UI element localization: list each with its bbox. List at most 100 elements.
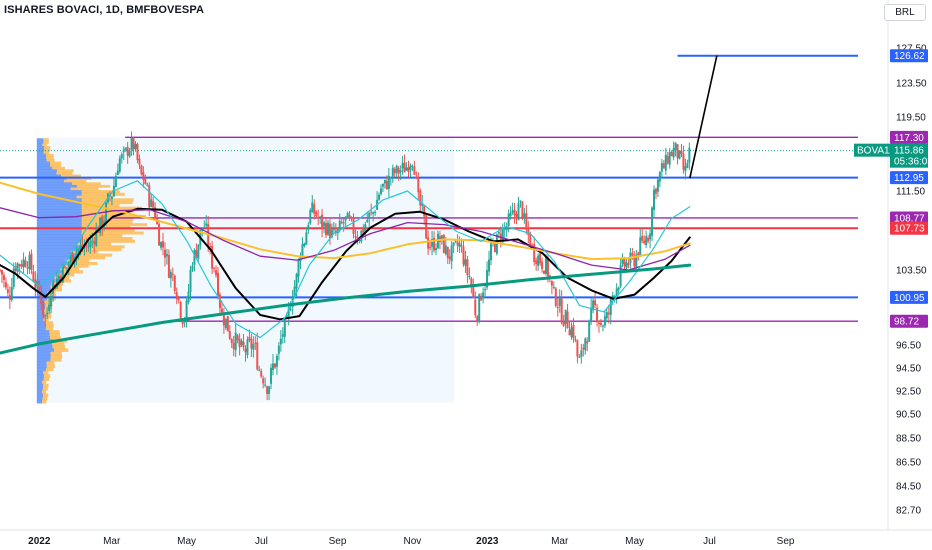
vp-bar-orange xyxy=(49,333,60,337)
candle-body xyxy=(150,199,153,207)
vp-bar-blue xyxy=(36,245,82,249)
candle-body xyxy=(81,243,84,249)
candle-body xyxy=(305,232,308,245)
candle-body xyxy=(568,329,571,336)
candle-body xyxy=(144,178,147,184)
vp-bar-blue xyxy=(36,351,51,356)
candle-body xyxy=(584,338,587,351)
candle-body xyxy=(262,378,265,384)
candle-body xyxy=(326,222,329,235)
candle-body xyxy=(321,214,324,229)
symbol-title: ISHARES BOVACI, 1D, BMFBOVESPA xyxy=(4,4,205,16)
vp-bar-orange xyxy=(50,288,62,292)
candle-body xyxy=(615,288,618,296)
candle-body xyxy=(181,319,184,324)
candle-body xyxy=(256,342,259,370)
candle-body xyxy=(560,298,563,323)
vp-bar-orange xyxy=(42,380,47,385)
candle-body xyxy=(40,290,43,304)
candle-body xyxy=(77,249,80,252)
vp-bar-blue xyxy=(36,270,63,274)
candle-body xyxy=(381,183,384,187)
candle-body xyxy=(220,308,223,313)
candle-body xyxy=(271,363,274,370)
candle-body xyxy=(531,244,534,246)
candle-body xyxy=(596,307,599,322)
vp-bar-blue xyxy=(36,214,82,218)
candle-body xyxy=(401,162,404,169)
y-tick-label: 111.50 xyxy=(896,187,926,198)
vp-bar-orange xyxy=(57,169,74,173)
vp-bar-blue xyxy=(36,267,61,271)
candle-body xyxy=(456,241,459,246)
vp-bar-blue xyxy=(36,324,47,328)
vp-bar-orange xyxy=(46,324,54,328)
candle-body xyxy=(383,179,386,184)
candle-body xyxy=(130,138,133,150)
candle-body xyxy=(556,307,559,309)
vp-bar-orange xyxy=(81,206,142,210)
candle-body xyxy=(670,152,673,157)
vp-bar-orange xyxy=(56,171,73,175)
candle-body xyxy=(228,330,231,339)
candle-body xyxy=(330,229,333,238)
candle-body xyxy=(419,190,422,206)
candle-body xyxy=(668,151,671,165)
currency-button[interactable]: BRL xyxy=(884,4,926,21)
vp-bar-orange xyxy=(64,179,87,183)
level-label-box xyxy=(890,314,928,328)
vp-bar-blue xyxy=(36,256,75,260)
candle-body xyxy=(517,203,520,221)
candle-body xyxy=(4,282,7,288)
y-tick-label: 127.50 xyxy=(896,44,927,55)
vp-bar-orange xyxy=(46,361,55,365)
candle-body xyxy=(50,295,53,307)
vp-bar-orange xyxy=(43,140,49,144)
candle-body xyxy=(652,189,655,210)
candle-body xyxy=(128,150,131,157)
candle-body xyxy=(535,260,538,264)
candle-body xyxy=(660,163,663,172)
vp-bar-blue xyxy=(36,171,57,175)
candle-body xyxy=(609,298,612,315)
vp-bar-blue xyxy=(36,184,78,188)
vp-bar-blue xyxy=(36,318,44,322)
x-tick-label: 2023 xyxy=(476,536,499,547)
last-price-box xyxy=(890,143,928,168)
candle-body xyxy=(211,245,214,269)
vp-bar-blue xyxy=(36,285,51,289)
candle-body xyxy=(598,322,601,325)
projection-line[interactable] xyxy=(677,54,858,179)
vp-bar-blue xyxy=(36,250,71,254)
candle-body xyxy=(466,259,469,276)
level-label: 98.72 xyxy=(894,317,919,328)
vp-bar-blue xyxy=(36,370,44,375)
candle-body xyxy=(619,264,622,287)
vp-bar-blue xyxy=(36,166,53,170)
vp-bar-orange xyxy=(81,212,128,216)
candle-body xyxy=(344,216,347,221)
candle-body xyxy=(203,227,206,229)
candle-body xyxy=(136,143,139,160)
vp-bar-orange xyxy=(81,248,122,252)
candle-body xyxy=(89,241,92,247)
candle-body xyxy=(140,165,143,175)
x-tick-label: Sep xyxy=(777,536,795,547)
candle-body xyxy=(281,334,284,337)
candle-body xyxy=(570,327,573,338)
candle-body xyxy=(446,246,449,258)
vp-bar-blue xyxy=(36,143,43,147)
candle-body xyxy=(61,265,64,283)
candle-body xyxy=(362,228,365,233)
level-label-box xyxy=(890,221,928,235)
candle-body xyxy=(511,210,514,213)
vp-bar-blue xyxy=(36,237,82,241)
candle-body xyxy=(348,215,351,219)
y-tick-label: 94.50 xyxy=(896,364,921,375)
vp-bar-orange xyxy=(43,393,49,398)
candle-body xyxy=(28,255,31,270)
vp-bar-blue xyxy=(36,354,51,359)
candle-body xyxy=(621,257,624,265)
vp-bar-blue xyxy=(36,345,53,349)
